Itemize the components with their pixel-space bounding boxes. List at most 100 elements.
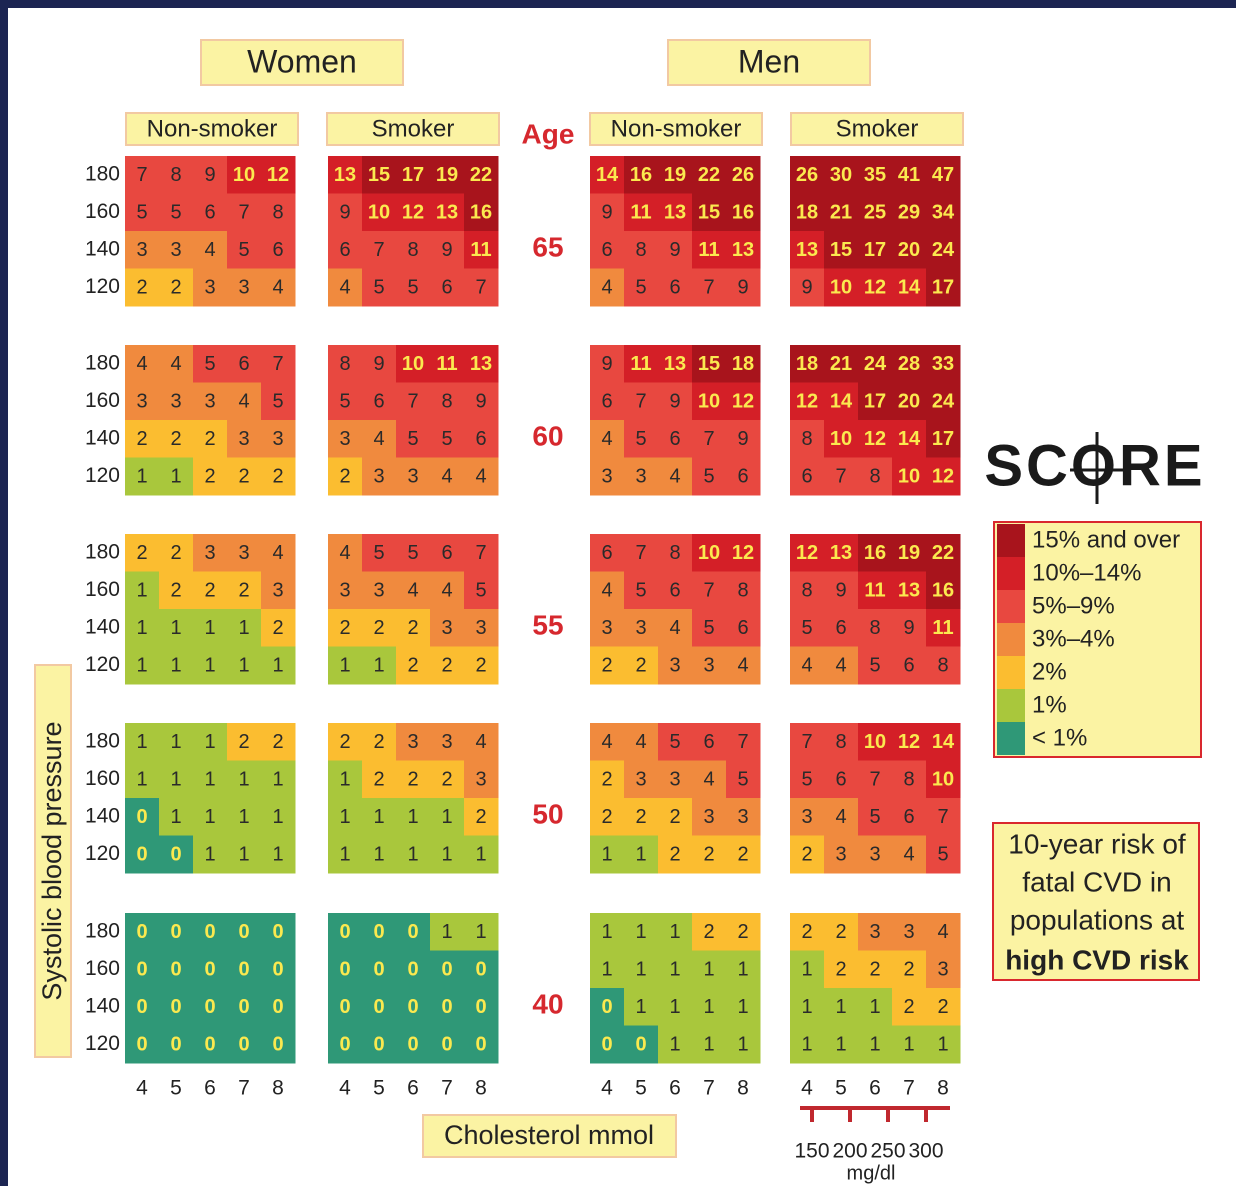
- risk-value: 2: [903, 959, 914, 981]
- risk-cell: [858, 231, 893, 269]
- risk-value: 0: [339, 921, 350, 943]
- risk-value: 0: [339, 959, 350, 981]
- risk-value: 4: [441, 466, 452, 488]
- risk-cell: [328, 268, 363, 307]
- risk-value: 1: [272, 769, 283, 791]
- cholesterol-label: 8: [737, 1077, 749, 1100]
- risk-cell: [658, 723, 693, 761]
- risk-cell: [692, 571, 727, 610]
- risk-cell: [824, 609, 859, 647]
- risk-value: 3: [373, 580, 384, 602]
- risk-value: 13: [898, 580, 920, 602]
- risk-value: 6: [601, 391, 612, 413]
- risk-cell: [227, 156, 262, 194]
- sbp-label: 180: [85, 729, 120, 752]
- men-box: [667, 39, 871, 86]
- risk-cell: [726, 988, 761, 1026]
- risk-cell: [692, 457, 727, 496]
- mgdl-tick-label: 250: [870, 1140, 905, 1163]
- risk-cell: [430, 723, 465, 761]
- risk-cell: [396, 723, 431, 761]
- risk-value: 6: [737, 617, 748, 639]
- risk-cell: [590, 382, 625, 421]
- risk-value: 2: [703, 921, 714, 943]
- risk-cell: [362, 760, 397, 799]
- risk-cell: [824, 760, 859, 799]
- risk-value: 11: [932, 617, 953, 639]
- risk-cell: [159, 382, 194, 421]
- risk-cell: [624, 420, 659, 458]
- risk-cell: [125, 534, 160, 572]
- risk-value: 16: [932, 580, 954, 602]
- risk-cell: [658, 420, 693, 458]
- risk-value: 7: [635, 391, 646, 413]
- risk-value: 0: [635, 1034, 646, 1056]
- risk-cell: [926, 913, 961, 951]
- risk-value: 2: [136, 542, 147, 564]
- risk-cell: [726, 1025, 761, 1064]
- risk-value: 8: [937, 655, 948, 677]
- risk-value: 3: [475, 769, 486, 791]
- risk-value: 12: [402, 202, 424, 224]
- risk-value: 2: [801, 921, 812, 943]
- risk-cell: [858, 913, 893, 951]
- risk-cell: [790, 760, 825, 799]
- risk-cell: [464, 156, 499, 194]
- risk-value: 5: [801, 617, 812, 639]
- risk-cell: [790, 268, 825, 307]
- risk-cell: [590, 988, 625, 1026]
- risk-value: 8: [635, 239, 646, 261]
- risk-value: 1: [835, 1034, 846, 1056]
- risk-cell: [227, 646, 262, 685]
- risk-value: 3: [801, 806, 812, 828]
- risk-value: 11: [436, 353, 457, 375]
- risk-value: 2: [339, 617, 350, 639]
- risk-value: 4: [669, 617, 680, 639]
- risk-value: 5: [475, 580, 486, 602]
- risk-value: 0: [272, 921, 283, 943]
- risk-value: 1: [937, 1034, 948, 1056]
- risk-value: 7: [373, 239, 384, 261]
- risk-cell: [790, 420, 825, 458]
- risk-cell: [159, 646, 194, 685]
- risk-cell: [858, 382, 893, 421]
- risk-cell: [159, 193, 194, 232]
- risk-value: 1: [635, 996, 646, 1018]
- risk-cell: [658, 457, 693, 496]
- risk-cell: [926, 231, 961, 269]
- risk-value: 4: [407, 580, 418, 602]
- risk-value: 9: [801, 277, 812, 299]
- risk-value: 1: [475, 921, 486, 943]
- risk-value: 0: [204, 921, 215, 943]
- risk-cell: [692, 193, 727, 232]
- risk-cell: [125, 345, 160, 383]
- risk-cell: [125, 609, 160, 647]
- men-title: Men: [738, 43, 800, 79]
- risk-cell: [926, 988, 961, 1026]
- risk-value: 1: [238, 769, 249, 791]
- risk-cell: [464, 798, 499, 836]
- risk-cell: [624, 457, 659, 496]
- risk-cell: [362, 798, 397, 836]
- risk-value: 9: [835, 580, 846, 602]
- risk-cell: [590, 723, 625, 761]
- risk-cell: [824, 571, 859, 610]
- risk-cell: [193, 534, 228, 572]
- risk-cell: [464, 231, 499, 269]
- mgdl-tick-label: 150: [794, 1140, 829, 1163]
- cholesterol-label: 7: [238, 1077, 250, 1100]
- risk-value: 1: [635, 844, 646, 866]
- risk-value: 3: [136, 239, 147, 261]
- risk-cell: [328, 231, 363, 269]
- risk-cell: [261, 835, 296, 874]
- risk-cell: [790, 156, 825, 194]
- risk-cell: [824, 193, 859, 232]
- risk-value: 2: [475, 806, 486, 828]
- risk-value: 15: [830, 239, 852, 261]
- risk-cell: [227, 193, 262, 232]
- legend-label: 5%–9%: [1032, 592, 1115, 619]
- risk-cell: [261, 534, 296, 572]
- risk-value: 15: [368, 164, 390, 186]
- risk-cell: [624, 835, 659, 874]
- risk-value: 0: [170, 1034, 181, 1056]
